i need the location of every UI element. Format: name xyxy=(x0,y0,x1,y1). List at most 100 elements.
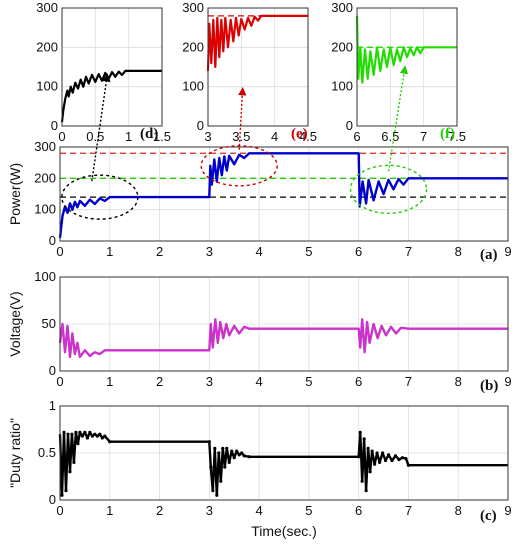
data-point xyxy=(66,432,70,436)
axes-frame xyxy=(207,7,309,127)
axes-frame xyxy=(59,276,509,372)
axes-frame xyxy=(356,7,458,127)
x-tick-label: 3 xyxy=(206,503,213,518)
data-point xyxy=(400,456,405,460)
data-point xyxy=(68,470,72,474)
data-point xyxy=(74,430,78,434)
data-point xyxy=(98,432,102,436)
data-point xyxy=(60,493,64,497)
chart-inset-f: 6 6.5 7 7.5 0 100 200 300 (f) xyxy=(331,0,466,144)
chart-voltage: 0 1 2 3 4 5 6 7 8 9 0 50 100 Voltage(V) (b) xyxy=(7,269,512,394)
x-tick-label: 1 xyxy=(106,503,113,518)
x-tick-label: 7 xyxy=(405,244,412,259)
data-point xyxy=(215,493,219,497)
x-tick-label: 4 xyxy=(255,503,262,518)
pointer-arrow xyxy=(387,65,409,172)
y-axis-label: Voltage(V) xyxy=(7,291,23,356)
x-tick-label: 3 xyxy=(206,244,213,259)
x-tick-label: 5 xyxy=(305,244,312,259)
data-point xyxy=(247,455,251,459)
chart-inset-e: 3 3.5 4 4.5 0 100 200 300 (e) xyxy=(182,0,317,144)
data-point xyxy=(83,430,87,434)
data-point xyxy=(397,457,401,462)
x-tick-label: 6 xyxy=(355,503,362,518)
data-point xyxy=(232,456,236,460)
y-tick-label: 100 xyxy=(34,202,56,217)
y-tick-label: 200 xyxy=(36,39,58,54)
x-tick-label: 7 xyxy=(420,129,427,144)
x-tick-label: 7 xyxy=(405,374,412,389)
data-point xyxy=(230,449,234,453)
data-point xyxy=(78,430,82,434)
data-point xyxy=(393,454,398,458)
y-tick-label: 1 xyxy=(49,398,56,413)
data-point xyxy=(366,446,370,450)
x-tick-label: 6 xyxy=(355,244,362,259)
y-tick-label: 200 xyxy=(34,170,56,185)
data-point xyxy=(207,440,211,444)
x-tick-label: 3 xyxy=(206,374,213,389)
data-point xyxy=(227,460,231,464)
y-tick-label: 200 xyxy=(331,39,353,54)
x-tick-label: 8 xyxy=(455,244,462,259)
y-tick-label: 100 xyxy=(182,79,204,94)
data-point xyxy=(76,442,80,446)
panel-tag: (f) xyxy=(440,126,455,142)
data-point xyxy=(235,449,239,453)
y-tick-label: 100 xyxy=(36,79,58,94)
chart-duty: 0 1 2 3 4 5 6 7 8 9 0 0.5 1 "Duty ratio" Time(sec.) (c) xyxy=(7,398,512,539)
y-tick-label: 300 xyxy=(182,0,204,15)
highlight-ellipse xyxy=(61,174,139,220)
data-point xyxy=(404,457,408,461)
y-tick-label: 100 xyxy=(34,269,56,284)
data-point xyxy=(64,489,68,493)
y-tick-label: 0 xyxy=(49,363,56,378)
x-tick-label: 4.5 xyxy=(299,129,317,144)
x-tick-label: 6 xyxy=(353,129,360,144)
chart-inset-d: 0 0.5 1 1.5 0 100 200 300 (d) xyxy=(36,0,171,144)
x-tick-label: 1 xyxy=(106,374,113,389)
y-tick-label: 0.5 xyxy=(38,445,56,460)
x-tick-label: 7 xyxy=(405,503,412,518)
x-tick-label: 1.5 xyxy=(153,129,171,144)
x-tick-label: 0 xyxy=(58,129,65,144)
data-point xyxy=(377,460,382,464)
y-tick-label: 50 xyxy=(42,316,56,331)
data-point xyxy=(406,463,411,467)
data-point xyxy=(93,432,97,436)
x-tick-label: 2 xyxy=(156,374,163,389)
y-tick-label: 200 xyxy=(182,39,204,54)
data-point xyxy=(358,430,362,434)
y-tick-label: 300 xyxy=(34,139,56,154)
y-tick-label: 300 xyxy=(36,0,58,15)
data-point xyxy=(219,479,223,483)
x-tick-label: 3.5 xyxy=(232,129,250,144)
x-tick-label: 5 xyxy=(305,374,312,389)
series-line xyxy=(60,69,162,123)
x-tick-label: 4 xyxy=(255,244,262,259)
panel-tag: (b) xyxy=(480,378,498,394)
x-tick-label: 0 xyxy=(56,374,63,389)
data-point xyxy=(375,451,379,455)
series-line xyxy=(355,15,457,84)
data-point xyxy=(85,436,89,440)
data-point xyxy=(88,430,92,434)
data-point xyxy=(242,454,246,458)
data-point xyxy=(103,434,107,438)
y-axis-label: "Duty ratio" xyxy=(7,418,23,488)
series-line xyxy=(58,152,508,239)
x-tick-label: 0.5 xyxy=(86,129,104,144)
chart-power: 0 1 2 3 4 5 6 7 8 9 0 100 200 300 Power(W) (a) xyxy=(7,139,512,263)
data-point xyxy=(360,479,364,483)
y-tick-label: 0 xyxy=(49,492,56,507)
data-point xyxy=(357,455,361,459)
data-point xyxy=(95,434,99,438)
axes-frame xyxy=(59,146,509,242)
axes-frame xyxy=(61,7,163,127)
data-point xyxy=(108,440,112,444)
data-point xyxy=(237,453,241,457)
x-tick-label: 8 xyxy=(455,374,462,389)
data-point xyxy=(386,453,391,457)
